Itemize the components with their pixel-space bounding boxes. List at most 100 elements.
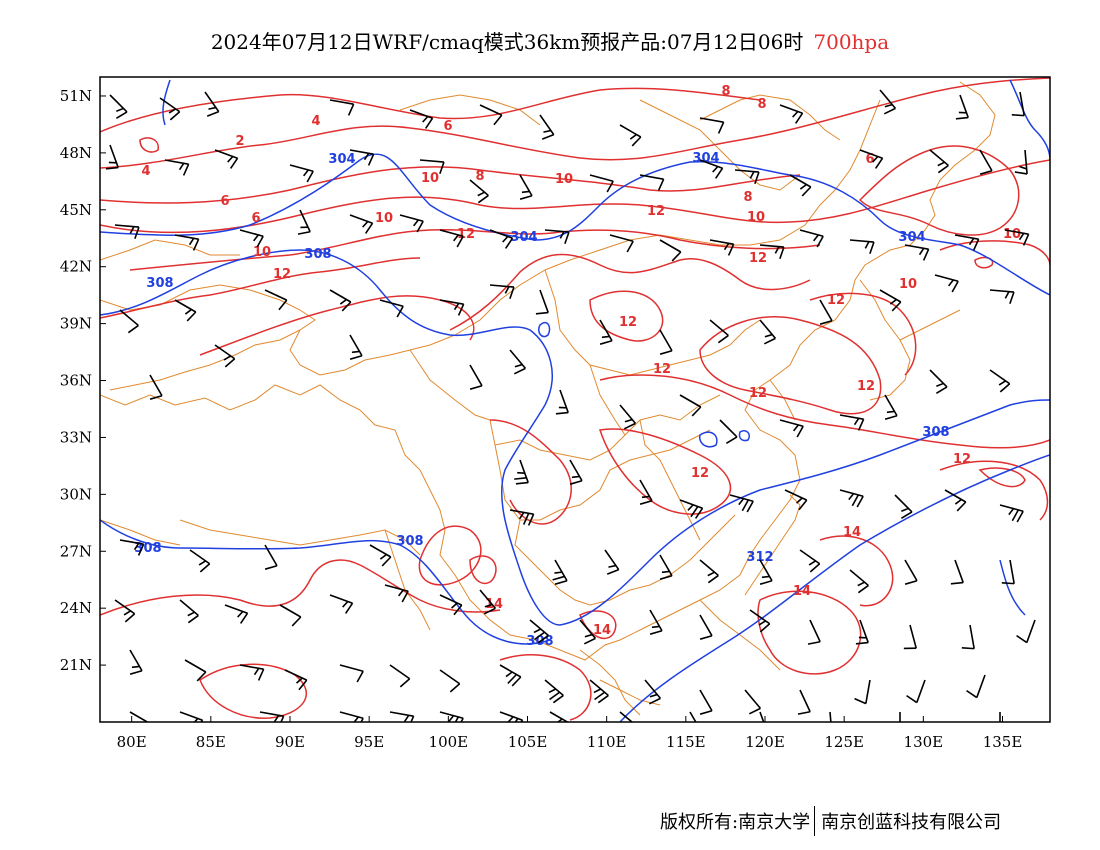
wind-barb — [934, 274, 959, 293]
wind-barb — [339, 664, 364, 683]
wind-speed-contours — [100, 77, 1050, 721]
wind-barb — [859, 149, 884, 169]
wind-barb — [204, 91, 220, 117]
wind-barb — [214, 149, 239, 169]
geopotential-label: 304 — [328, 152, 355, 167]
wind-barb — [829, 711, 832, 722]
wind-barb — [789, 174, 812, 197]
x-tick-label: 135E — [983, 733, 1023, 751]
wind-barb — [329, 594, 354, 614]
company-name: 南京创蓝科技有限公司 — [821, 812, 1002, 833]
x-tick-label: 80E — [117, 733, 147, 751]
wind-barb — [799, 229, 824, 248]
wind-barb — [129, 711, 149, 722]
wind-barb — [1004, 229, 1030, 246]
wind-barb — [439, 711, 464, 722]
wind-barb — [589, 174, 614, 193]
wind-barb — [855, 619, 869, 645]
wind-barb — [904, 559, 918, 585]
wind-barb — [961, 624, 975, 650]
wind-barb — [734, 169, 760, 185]
wind-barb — [1011, 91, 1025, 117]
wind-barb — [989, 369, 1011, 393]
x-tick-label: 100E — [429, 733, 469, 751]
wind-barb — [884, 394, 898, 420]
wind-barb — [239, 664, 265, 681]
wind-barb — [159, 97, 181, 121]
wind-speed-label: 10 — [555, 172, 573, 187]
geopotential-label: 308 — [146, 276, 173, 291]
wind-barb — [519, 174, 533, 200]
wind-speed-label: 10 — [747, 210, 765, 225]
pressure-level: 700hpa — [813, 30, 890, 54]
wind-barbs — [105, 89, 1036, 722]
wind-speed-label: 12 — [749, 386, 767, 401]
wind-speed-label: 14 — [593, 623, 611, 638]
x-tick-label: 130E — [904, 733, 944, 751]
wind-barb — [469, 364, 483, 390]
wind-barb — [369, 544, 392, 567]
wind-barb — [849, 569, 869, 594]
wind-speed-label: 6 — [443, 119, 452, 134]
wind-barb — [224, 604, 249, 624]
wind-barb — [854, 679, 871, 705]
wind-barb — [679, 499, 704, 519]
wind-barb — [389, 664, 411, 688]
wind-barb — [954, 234, 980, 251]
wind-barb — [349, 214, 374, 234]
wind-speed-label: 8 — [743, 190, 752, 205]
wind-speed-label: 6 — [220, 194, 229, 209]
wind-speed-label: 12 — [857, 379, 875, 394]
wind-barb — [349, 334, 363, 360]
wind-barb — [264, 289, 288, 311]
wind-speed-label: 4 — [311, 114, 320, 129]
wind-speed-label: 8 — [475, 169, 484, 184]
title-main: 2024年07月12日WRF/cmaq模式36km预报产品:07月12日06时 — [210, 30, 804, 54]
wind-barb — [999, 712, 1001, 722]
y-tick-label: 27N — [60, 542, 92, 560]
geopotential-label: 304 — [898, 230, 925, 245]
geopotential-label: 308 — [304, 247, 331, 262]
wind-barb — [149, 374, 163, 400]
wind-barb — [179, 711, 204, 722]
wind-barb — [904, 244, 930, 261]
wind-speed-label: 14 — [793, 584, 811, 599]
copyright-text: 版权所有:南京大学 — [660, 812, 811, 833]
wind-barb — [544, 679, 564, 704]
wind-barb — [174, 234, 200, 251]
wind-speed-label: 12 — [647, 204, 665, 219]
wind-barb — [639, 174, 665, 191]
wind-barb — [604, 549, 620, 575]
wind-barb — [799, 549, 821, 573]
wind-barb — [164, 159, 190, 176]
wind-barb — [719, 419, 738, 445]
geopotential-label: 304 — [510, 230, 537, 245]
wind-barb — [544, 229, 570, 245]
wind-barb — [950, 559, 964, 585]
geopotential-label: 312 — [746, 550, 773, 565]
map-title: 2024年07月12日WRF/cmaq模式36km预报产品:07月12日06时 7… — [0, 26, 1100, 55]
wind-speed-label: 10 — [1003, 227, 1021, 242]
wind-barb — [839, 414, 865, 431]
footer-separator — [814, 806, 816, 836]
wind-barb — [259, 711, 285, 722]
wind-barb — [797, 689, 811, 715]
wind-barb — [644, 679, 662, 705]
wind-barb — [639, 479, 653, 505]
wind-barb — [514, 459, 529, 485]
wind-barb — [894, 494, 913, 520]
x-tick-label: 120E — [745, 733, 785, 751]
wind-barb — [779, 419, 804, 438]
wind-speed-label: 6 — [251, 211, 260, 226]
wind-speed-label: 12 — [653, 362, 671, 377]
geopotential-label: 308 — [134, 541, 161, 556]
wind-barb — [906, 679, 926, 704]
wind-barb — [409, 109, 434, 129]
wind-barb — [903, 624, 917, 650]
wind-barb — [499, 711, 524, 722]
land-borders — [100, 81, 996, 716]
wind-barb — [549, 711, 569, 722]
wind-barb — [329, 99, 355, 116]
